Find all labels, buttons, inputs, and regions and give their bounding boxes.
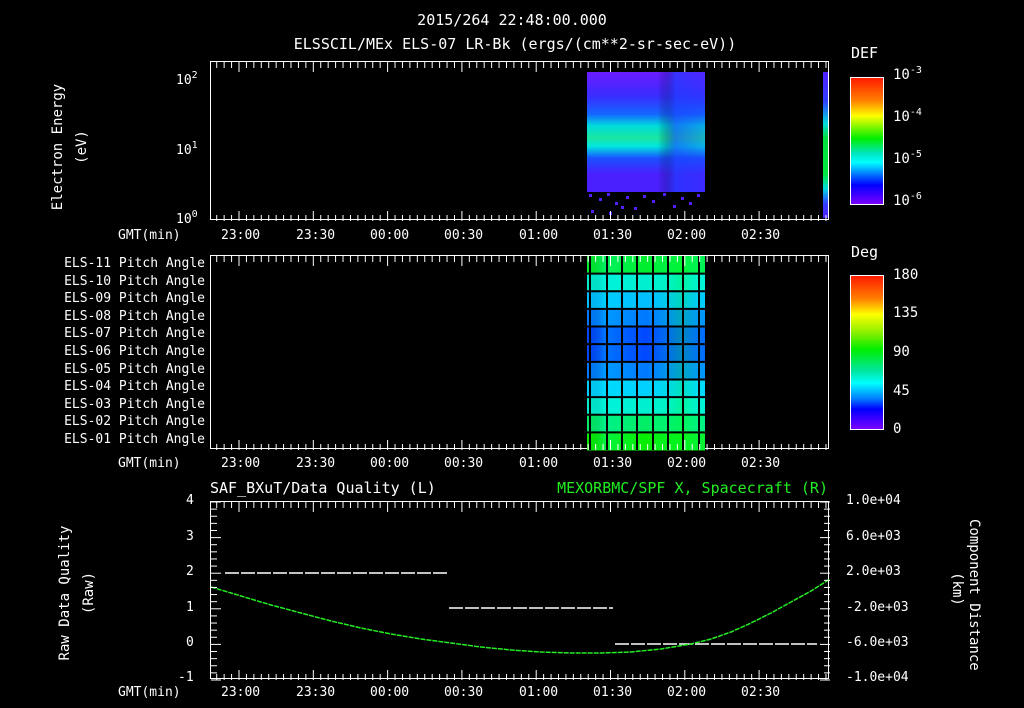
row-label: ELS-05 Pitch Angle xyxy=(64,361,205,377)
energy-tick-10: 101 xyxy=(176,140,198,158)
data-quality-axis-unit: (Raw) xyxy=(81,571,97,615)
deg-tick-180: 180 xyxy=(893,267,919,283)
energy-spectrogram-panel xyxy=(210,61,829,221)
row-label: ELS-10 Pitch Angle xyxy=(64,273,205,289)
row-label: ELS-09 Pitch Angle xyxy=(64,291,205,307)
deg-colorbar-title: Deg xyxy=(851,243,879,261)
def-tick-1e-6: 10-6 xyxy=(893,191,922,209)
data-quality-axis-label: Raw Data Quality xyxy=(57,525,73,661)
line-plot-left-title: SAF_BXuT/Data Quality (L) xyxy=(210,479,436,497)
def-tick-1e-5: 10-5 xyxy=(893,149,922,167)
line-plot-right-title: MEXORBMC/SPF X, Spacecraft (R) xyxy=(557,479,828,497)
row-label: ELS-08 Pitch Angle xyxy=(64,308,205,324)
deg-tick-90: 90 xyxy=(893,344,910,360)
time-axis-label-3: GMT(min) xyxy=(118,685,181,700)
energy-axis-label: Electron Energy xyxy=(50,83,66,211)
energy-axis-unit: (eV) xyxy=(74,130,90,164)
energy-tick-100: 102 xyxy=(176,70,198,88)
def-colorbar xyxy=(850,77,884,205)
row-label: ELS-02 Pitch Angle xyxy=(64,414,205,430)
deg-tick-135: 135 xyxy=(893,305,919,321)
def-tick-1e-4: 10-4 xyxy=(893,107,922,125)
pitch-angle-panel xyxy=(210,255,829,451)
deg-tick-45: 45 xyxy=(893,383,910,399)
line-plot-panel xyxy=(210,501,831,681)
plot-subtitle: ELSSCIL/MEx ELS-07 LR-Bk (ergs/(cm**2-sr… xyxy=(293,35,737,53)
row-label: ELS-04 Pitch Angle xyxy=(64,379,205,395)
def-tick-1e-3: 10-3 xyxy=(893,65,922,83)
plot-timestamp: 2015/264 22:48:00.000 xyxy=(417,11,607,29)
def-colorbar-title: DEF xyxy=(851,44,879,62)
time-axis-label-1: GMT(min) xyxy=(118,228,181,243)
energy-spectrogram-plot xyxy=(216,62,828,221)
deg-tick-0: 0 xyxy=(893,421,902,437)
row-label: ELS-01 Pitch Angle xyxy=(64,432,205,447)
time-axis-label-2: GMT(min) xyxy=(118,456,181,471)
row-label: ELS-03 Pitch Angle xyxy=(64,396,205,412)
deg-colorbar xyxy=(850,275,884,430)
row-label: ELS-11 Pitch Angle xyxy=(64,256,205,271)
line-plot xyxy=(210,501,831,681)
component-distance-axis-label: Component Distance xyxy=(966,519,982,671)
component-distance-axis-unit: (km) xyxy=(949,572,965,606)
row-label: ELS-07 Pitch Angle xyxy=(64,326,205,342)
row-label: ELS-06 Pitch Angle xyxy=(64,344,205,359)
pitch-angle-grid xyxy=(216,256,827,451)
energy-tick-1: 100 xyxy=(176,209,198,227)
